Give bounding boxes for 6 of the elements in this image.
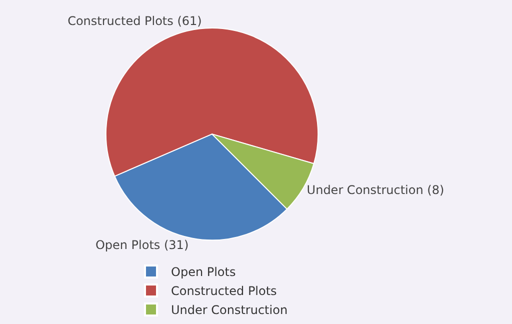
data-label: Open Plots (31) [95, 238, 189, 252]
data-label: Under Construction (8) [306, 182, 444, 197]
legend-label: Constructed Plots [171, 284, 277, 298]
legend-label: Open Plots [171, 265, 236, 280]
legend-label: Under Construction [171, 303, 288, 318]
data-label: Constructed Plots (61) [68, 14, 202, 28]
